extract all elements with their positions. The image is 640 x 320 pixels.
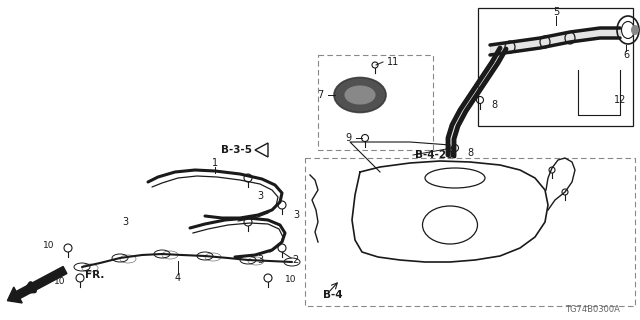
Text: 3: 3 bbox=[257, 191, 263, 201]
Text: B-4: B-4 bbox=[323, 290, 342, 300]
Text: 3: 3 bbox=[257, 255, 263, 265]
FancyArrow shape bbox=[8, 267, 67, 303]
Text: 9: 9 bbox=[345, 133, 351, 143]
Ellipse shape bbox=[334, 77, 386, 113]
Text: 4: 4 bbox=[175, 273, 181, 283]
Text: TG74B0300A: TG74B0300A bbox=[565, 306, 620, 315]
Text: 3: 3 bbox=[122, 217, 128, 227]
Polygon shape bbox=[255, 143, 268, 157]
Text: 10: 10 bbox=[285, 276, 296, 284]
Text: 6: 6 bbox=[623, 50, 629, 60]
Ellipse shape bbox=[345, 86, 375, 104]
Text: 10: 10 bbox=[54, 277, 65, 286]
Text: 10: 10 bbox=[42, 241, 54, 250]
Ellipse shape bbox=[632, 26, 639, 35]
Text: 2: 2 bbox=[292, 255, 298, 265]
Text: 8: 8 bbox=[491, 100, 497, 110]
Text: 1: 1 bbox=[212, 158, 218, 168]
Text: 3: 3 bbox=[293, 210, 299, 220]
Text: 12: 12 bbox=[614, 95, 626, 105]
Text: FR.: FR. bbox=[85, 270, 104, 280]
Text: 8: 8 bbox=[467, 148, 473, 158]
Text: B-3-5: B-3-5 bbox=[221, 145, 252, 155]
Text: 11: 11 bbox=[387, 57, 399, 67]
Text: 5: 5 bbox=[553, 7, 559, 17]
Text: B-4-20: B-4-20 bbox=[415, 150, 453, 160]
Text: 7: 7 bbox=[317, 90, 323, 100]
